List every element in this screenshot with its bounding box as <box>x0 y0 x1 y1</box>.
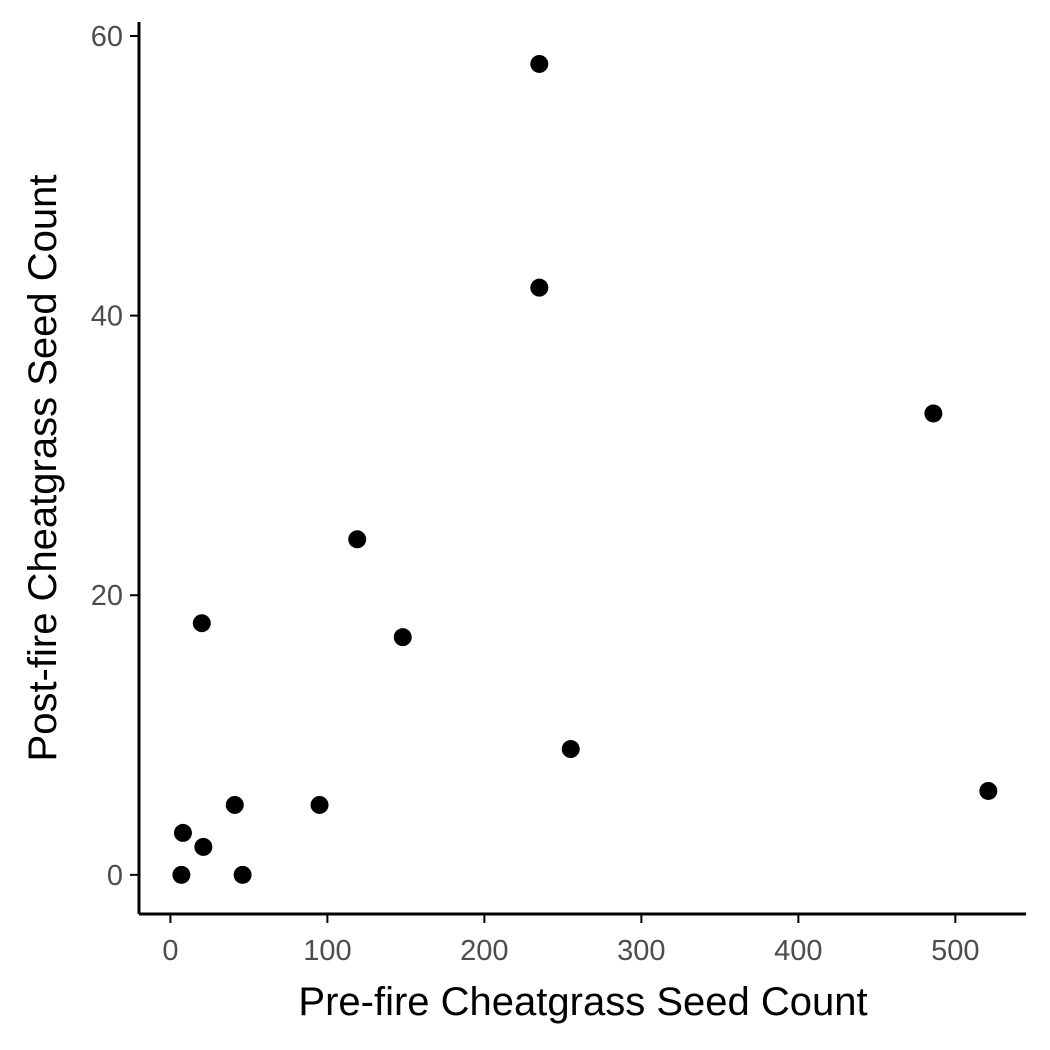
x-tick-label: 500 <box>931 935 979 967</box>
data-point <box>561 740 580 759</box>
data-point <box>192 614 211 633</box>
data-point <box>924 404 943 423</box>
x-tick-label: 0 <box>162 935 178 967</box>
ticks: 0 100 200 300 400 500 0 20 40 60 <box>91 21 980 967</box>
y-tick-label: 20 <box>91 580 123 612</box>
data-point <box>310 795 329 814</box>
data-point <box>172 865 191 884</box>
data-point <box>225 795 244 814</box>
data-point <box>173 823 192 842</box>
data-point <box>348 530 367 549</box>
data-point <box>194 837 213 856</box>
axes <box>137 22 1026 916</box>
data-point <box>530 278 549 297</box>
y-tick-label: 40 <box>91 301 123 333</box>
y-tick-label: 0 <box>107 860 123 892</box>
data-point <box>979 781 998 800</box>
x-tick-label: 100 <box>303 935 351 967</box>
data-point <box>393 628 412 647</box>
data-points <box>172 54 998 884</box>
data-point <box>530 54 549 73</box>
x-tick-label: 300 <box>617 935 665 967</box>
x-axis-title: Pre-fire Cheatgrass Seed Count <box>298 980 867 1024</box>
x-tick-label: 200 <box>460 935 508 967</box>
y-axis-title: Post-fire Cheatgrass Seed Count <box>21 175 65 762</box>
x-tick-label: 400 <box>774 935 822 967</box>
y-tick-label: 60 <box>91 21 123 53</box>
data-point <box>233 865 252 884</box>
